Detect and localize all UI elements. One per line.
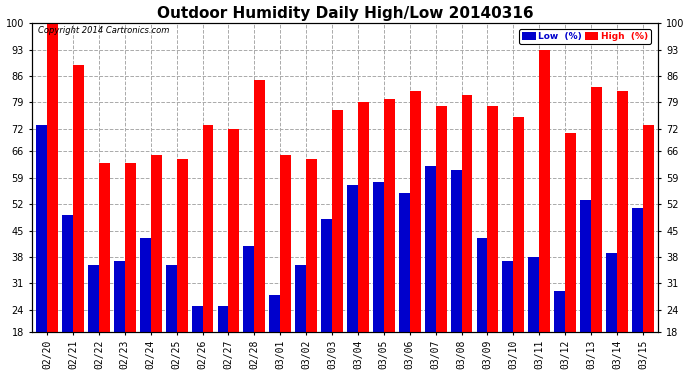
Bar [358,102,369,332]
Bar [280,155,291,332]
Bar [591,87,602,332]
Bar [435,106,446,332]
Bar [295,264,306,332]
Bar [617,91,628,332]
Text: Copyright 2014 Cartronics.com: Copyright 2014 Cartronics.com [38,26,169,35]
Bar [217,306,228,332]
Bar [321,219,332,332]
Bar [554,291,565,332]
Bar [462,95,473,332]
Bar [332,110,343,332]
Bar [529,257,540,332]
Bar [373,182,384,332]
Bar [47,23,58,332]
Bar [606,253,617,332]
Bar [580,200,591,332]
Bar [114,261,125,332]
Bar [255,80,265,332]
Bar [451,170,462,332]
Bar [269,295,280,332]
Bar [384,99,395,332]
Bar [228,129,239,332]
Bar [643,125,653,332]
Bar [477,238,487,332]
Bar [166,264,177,332]
Bar [513,117,524,332]
Bar [99,163,110,332]
Bar [502,261,513,332]
Legend: Low  (%), High  (%): Low (%), High (%) [520,29,651,44]
Bar [632,208,643,332]
Bar [410,91,421,332]
Bar [203,125,213,332]
Bar [565,132,576,332]
Bar [540,50,550,332]
Bar [425,166,435,332]
Bar [62,216,73,332]
Bar [244,246,255,332]
Bar [347,185,358,332]
Bar [150,155,161,332]
Title: Outdoor Humidity Daily High/Low 20140316: Outdoor Humidity Daily High/Low 20140316 [157,6,533,21]
Bar [125,163,136,332]
Bar [192,306,203,332]
Bar [487,106,498,332]
Bar [73,64,84,332]
Bar [37,125,47,332]
Bar [399,193,410,332]
Bar [88,264,99,332]
Bar [306,159,317,332]
Bar [140,238,150,332]
Bar [177,159,188,332]
